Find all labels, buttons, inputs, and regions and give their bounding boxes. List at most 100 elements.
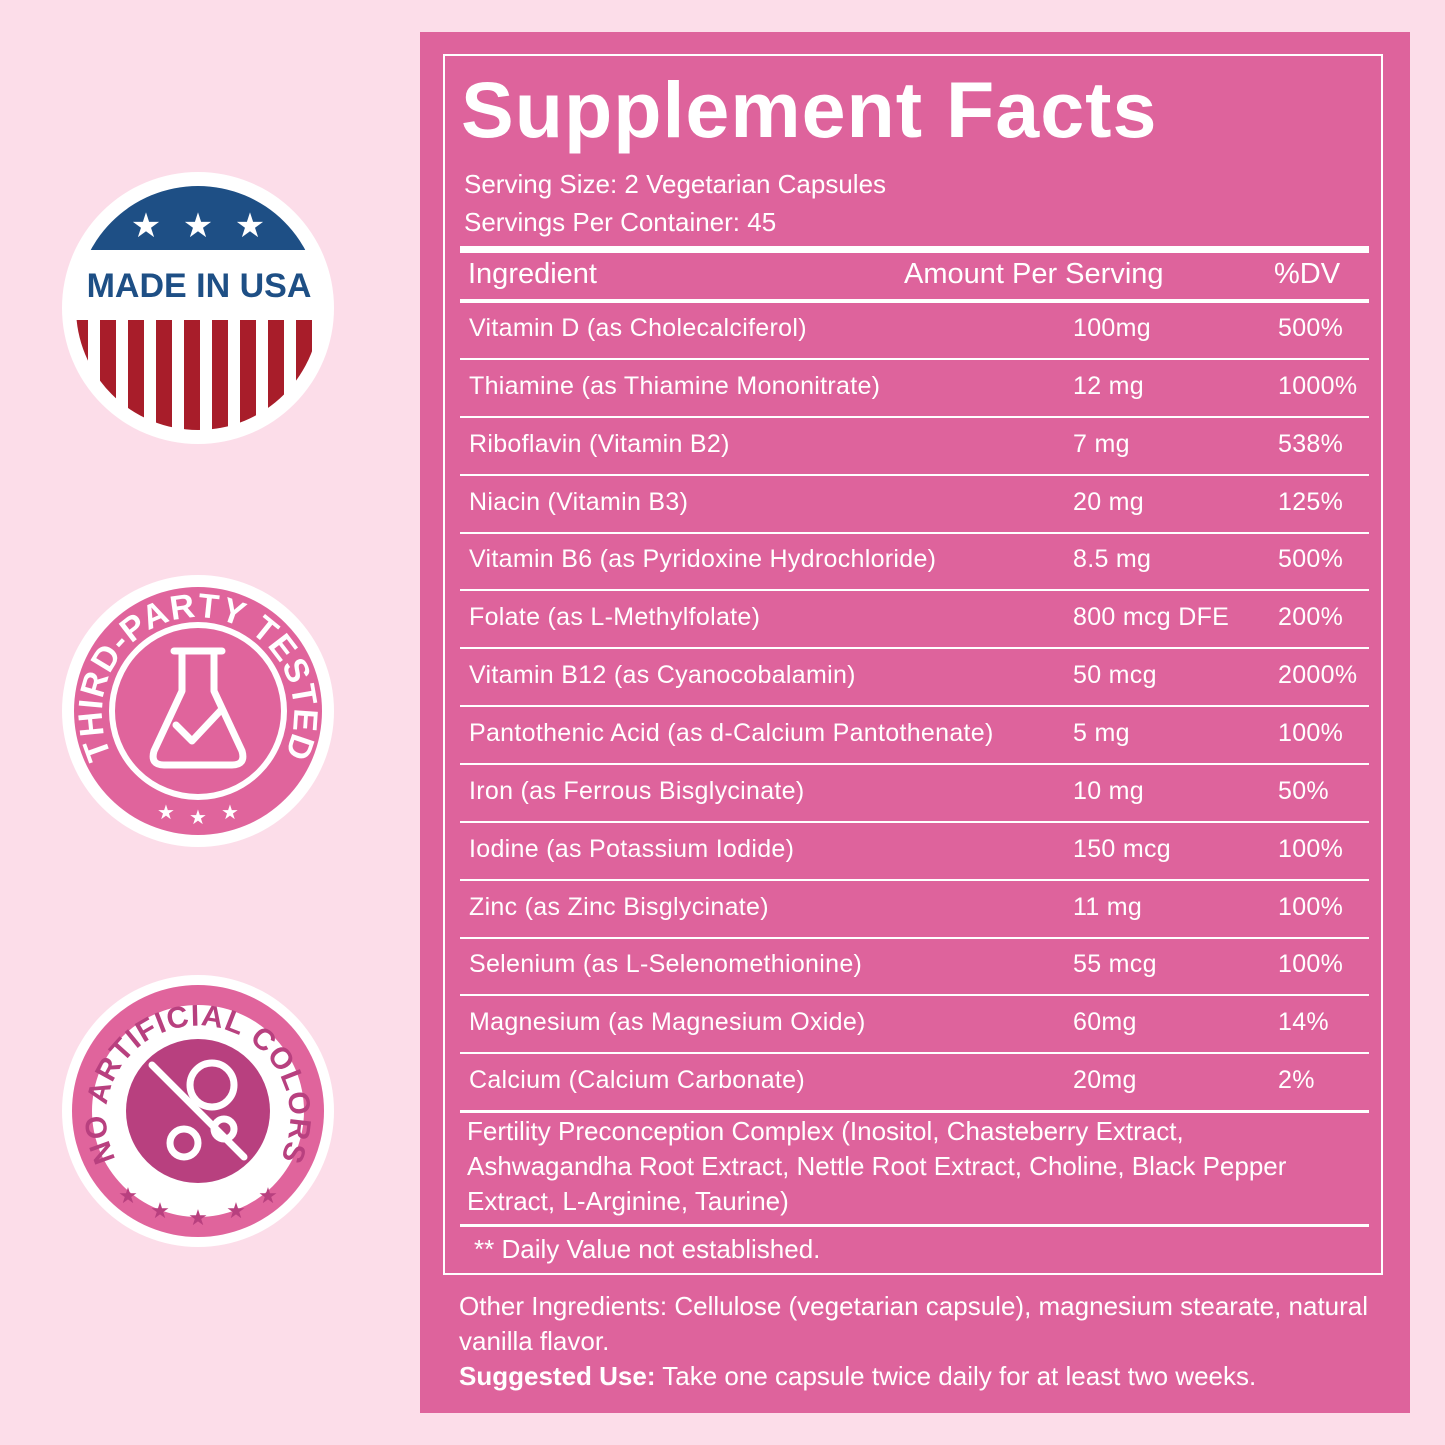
ingredient-dv: 100% bbox=[1278, 950, 1344, 979]
row-divider bbox=[460, 1052, 1369, 1055]
svg-text:★: ★ bbox=[258, 1184, 278, 1209]
ingredient-amount: 5 mg bbox=[1073, 718, 1130, 747]
row-divider bbox=[460, 705, 1369, 708]
row-divider bbox=[460, 647, 1369, 650]
svg-text:★: ★ bbox=[118, 1184, 138, 1209]
ingredient-dv: 538% bbox=[1278, 429, 1344, 458]
ingredient-amount: 100mg bbox=[1073, 314, 1151, 342]
svg-text:★: ★ bbox=[150, 1199, 170, 1224]
ingredient-amount: 11 mg bbox=[1073, 892, 1143, 921]
ingredient-amount: 7 mg bbox=[1073, 429, 1130, 458]
ingredient-dv: 50% bbox=[1278, 776, 1329, 805]
table-row: Pantothenic Acid (as d-Calcium Pantothen… bbox=[420, 708, 1410, 766]
ingredient-dv: 125% bbox=[1278, 487, 1344, 516]
table-row: Folate (as L-Methylfolate) 800 mcg DFE 200… bbox=[420, 592, 1410, 650]
suggested-use-text: Take one capsule twice daily for at leas… bbox=[655, 1361, 1257, 1391]
page-title: Supplement Facts bbox=[461, 65, 1158, 154]
suggested-use-label: Suggested Use: bbox=[459, 1361, 656, 1391]
table-bottom-divider bbox=[460, 1110, 1369, 1114]
table-row: Calcium (Calcium Carbonate) 20mg 2% bbox=[420, 1055, 1410, 1114]
ingredient-name: Riboflavin (Vitamin B2) bbox=[469, 429, 730, 458]
divider-complex bbox=[460, 1224, 1369, 1227]
divider-thick bbox=[460, 246, 1369, 253]
svg-text:★: ★ bbox=[226, 1199, 246, 1224]
no-artificial-colors-badge: NO ARTIFICIAL COLORS ★ ★ ★ ★ ★ bbox=[60, 973, 336, 1249]
ingredient-amount: 8.5 mg bbox=[1073, 545, 1152, 574]
other-ingredients-block: Other Ingredients: Cellulose (vegetarian… bbox=[459, 1289, 1389, 1394]
row-divider bbox=[460, 415, 1369, 418]
ingredient-dv: 100% bbox=[1278, 892, 1344, 921]
ingredient-dv: 500% bbox=[1278, 314, 1344, 342]
ingredient-dv: 14% bbox=[1278, 1008, 1329, 1037]
daily-value-note: ** Daily Value not established. bbox=[474, 1234, 821, 1264]
ingredient-name: Zinc (as Zinc Bisglycinate) bbox=[469, 892, 769, 921]
row-divider bbox=[460, 358, 1369, 360]
table-row: Vitamin D (as Cholecalciferol) 100mg 500% bbox=[420, 303, 1410, 361]
ingredient-amount: 55 mcg bbox=[1073, 950, 1157, 979]
ingredient-name: Niacin (Vitamin B3) bbox=[469, 487, 689, 516]
ingredient-dv: 500% bbox=[1278, 545, 1344, 574]
made-in-usa-badge: ★ ★ ★ MADE IN USA bbox=[60, 170, 336, 446]
ingredient-amount: 50 mcg bbox=[1073, 661, 1157, 690]
ingredient-name: Iron (as Ferrous Bisglycinate) bbox=[469, 776, 805, 805]
ingredient-name: Magnesium (as Magnesium Oxide) bbox=[469, 1008, 866, 1037]
ingredient-name: Calcium (Calcium Carbonate) bbox=[469, 1066, 805, 1095]
svg-text:★: ★ bbox=[188, 1206, 208, 1231]
svg-text:★: ★ bbox=[235, 206, 265, 246]
header-amount: Amount Per Serving bbox=[904, 258, 1164, 290]
table-row: Iron (as Ferrous Bisglycinate) 10 mg 50% bbox=[420, 766, 1410, 824]
row-divider bbox=[460, 820, 1369, 823]
ingredient-dv: 200% bbox=[1278, 603, 1344, 632]
table-row: Thiamine (as Thiamine Mononitrate) 12 mg 1… bbox=[420, 361, 1410, 419]
svg-text:★: ★ bbox=[221, 800, 239, 824]
row-divider bbox=[460, 531, 1369, 534]
ingredient-dv: 100% bbox=[1278, 718, 1344, 747]
no-color-icon bbox=[148, 1059, 248, 1161]
row-divider bbox=[460, 878, 1369, 881]
table-row: Iodine (as Potassium Iodide) 150 mcg 100% bbox=[420, 824, 1410, 882]
row-divider bbox=[460, 762, 1369, 765]
ingredient-amount: 800 mcg DFE bbox=[1073, 603, 1230, 632]
ingredient-name: Vitamin B12 (as Cyanocobalamin) bbox=[469, 661, 856, 690]
ingredient-name: Selenium (as L-Selenomethionine) bbox=[469, 950, 863, 979]
ingredient-name: Folate (as L-Methylfolate) bbox=[469, 603, 761, 632]
ingredient-amount: 60mg bbox=[1073, 1008, 1137, 1037]
svg-text:★: ★ bbox=[131, 206, 161, 246]
table-row: Vitamin B6 (as Pyridoxine Hydrochloride)… bbox=[420, 534, 1410, 592]
header-ingredient: Ingredient bbox=[468, 258, 597, 290]
table-row: Vitamin B12 (as Cyanocobalamin) 50 mcg 200… bbox=[420, 650, 1410, 708]
ingredient-dv: 2% bbox=[1278, 1066, 1315, 1095]
ingredient-name: Vitamin B6 (as Pyridoxine Hydrochloride) bbox=[469, 545, 937, 574]
ingredient-amount: 20mg bbox=[1073, 1066, 1137, 1095]
table-row: Magnesium (as Magnesium Oxide) 60mg 14% bbox=[420, 997, 1410, 1055]
ingredient-name: Thiamine (as Thiamine Mononitrate) bbox=[469, 371, 881, 400]
supplement-facts-panel: Supplement Facts Serving Size: 2 Vegetar… bbox=[420, 32, 1410, 1413]
ingredient-amount: 20 mg bbox=[1073, 487, 1144, 516]
svg-text:★: ★ bbox=[189, 805, 207, 829]
third-party-tested-badge: THIRD-PARTY TESTED ★ ★ ★ bbox=[60, 573, 336, 849]
servings-per-container: Servings Per Container: 45 bbox=[464, 207, 777, 237]
table-row: Riboflavin (Vitamin B2) 7 mg 538% bbox=[420, 419, 1410, 477]
ingredient-dv: 100% bbox=[1278, 834, 1344, 863]
other-ingredients-text: Other Ingredients: Cellulose (vegetarian… bbox=[459, 1291, 1369, 1356]
usa-flag-icon: ★ ★ ★ bbox=[62, 172, 334, 444]
svg-text:★: ★ bbox=[157, 800, 175, 824]
ingredient-dv: 1000% bbox=[1278, 371, 1358, 400]
header-dv: %DV bbox=[1274, 258, 1341, 290]
ingredient-amount: 12 mg bbox=[1073, 371, 1144, 400]
table-row: Zinc (as Zinc Bisglycinate) 11 mg 100% bbox=[420, 882, 1410, 940]
row-divider bbox=[460, 994, 1369, 997]
row-divider bbox=[460, 473, 1369, 476]
serving-size: Serving Size: 2 Vegetarian Capsules bbox=[464, 169, 887, 199]
flask-check-icon bbox=[149, 647, 247, 769]
ingredient-name: Vitamin D (as Cholecalciferol) bbox=[469, 314, 807, 342]
ingredient-dv: 2000% bbox=[1278, 661, 1358, 690]
ingredient-name: Pantothenic Acid (as d-Calcium Pantothen… bbox=[469, 718, 994, 747]
facts-border bbox=[443, 54, 1383, 1275]
row-divider bbox=[460, 589, 1369, 592]
table-row: Selenium (as L-Selenomethionine) 55 mcg 10… bbox=[420, 939, 1410, 997]
svg-text:★: ★ bbox=[183, 206, 213, 246]
ingredient-amount: 10 mg bbox=[1073, 776, 1144, 805]
ingredient-name: Iodine (as Potassium Iodide) bbox=[469, 834, 795, 863]
row-divider bbox=[460, 936, 1369, 939]
